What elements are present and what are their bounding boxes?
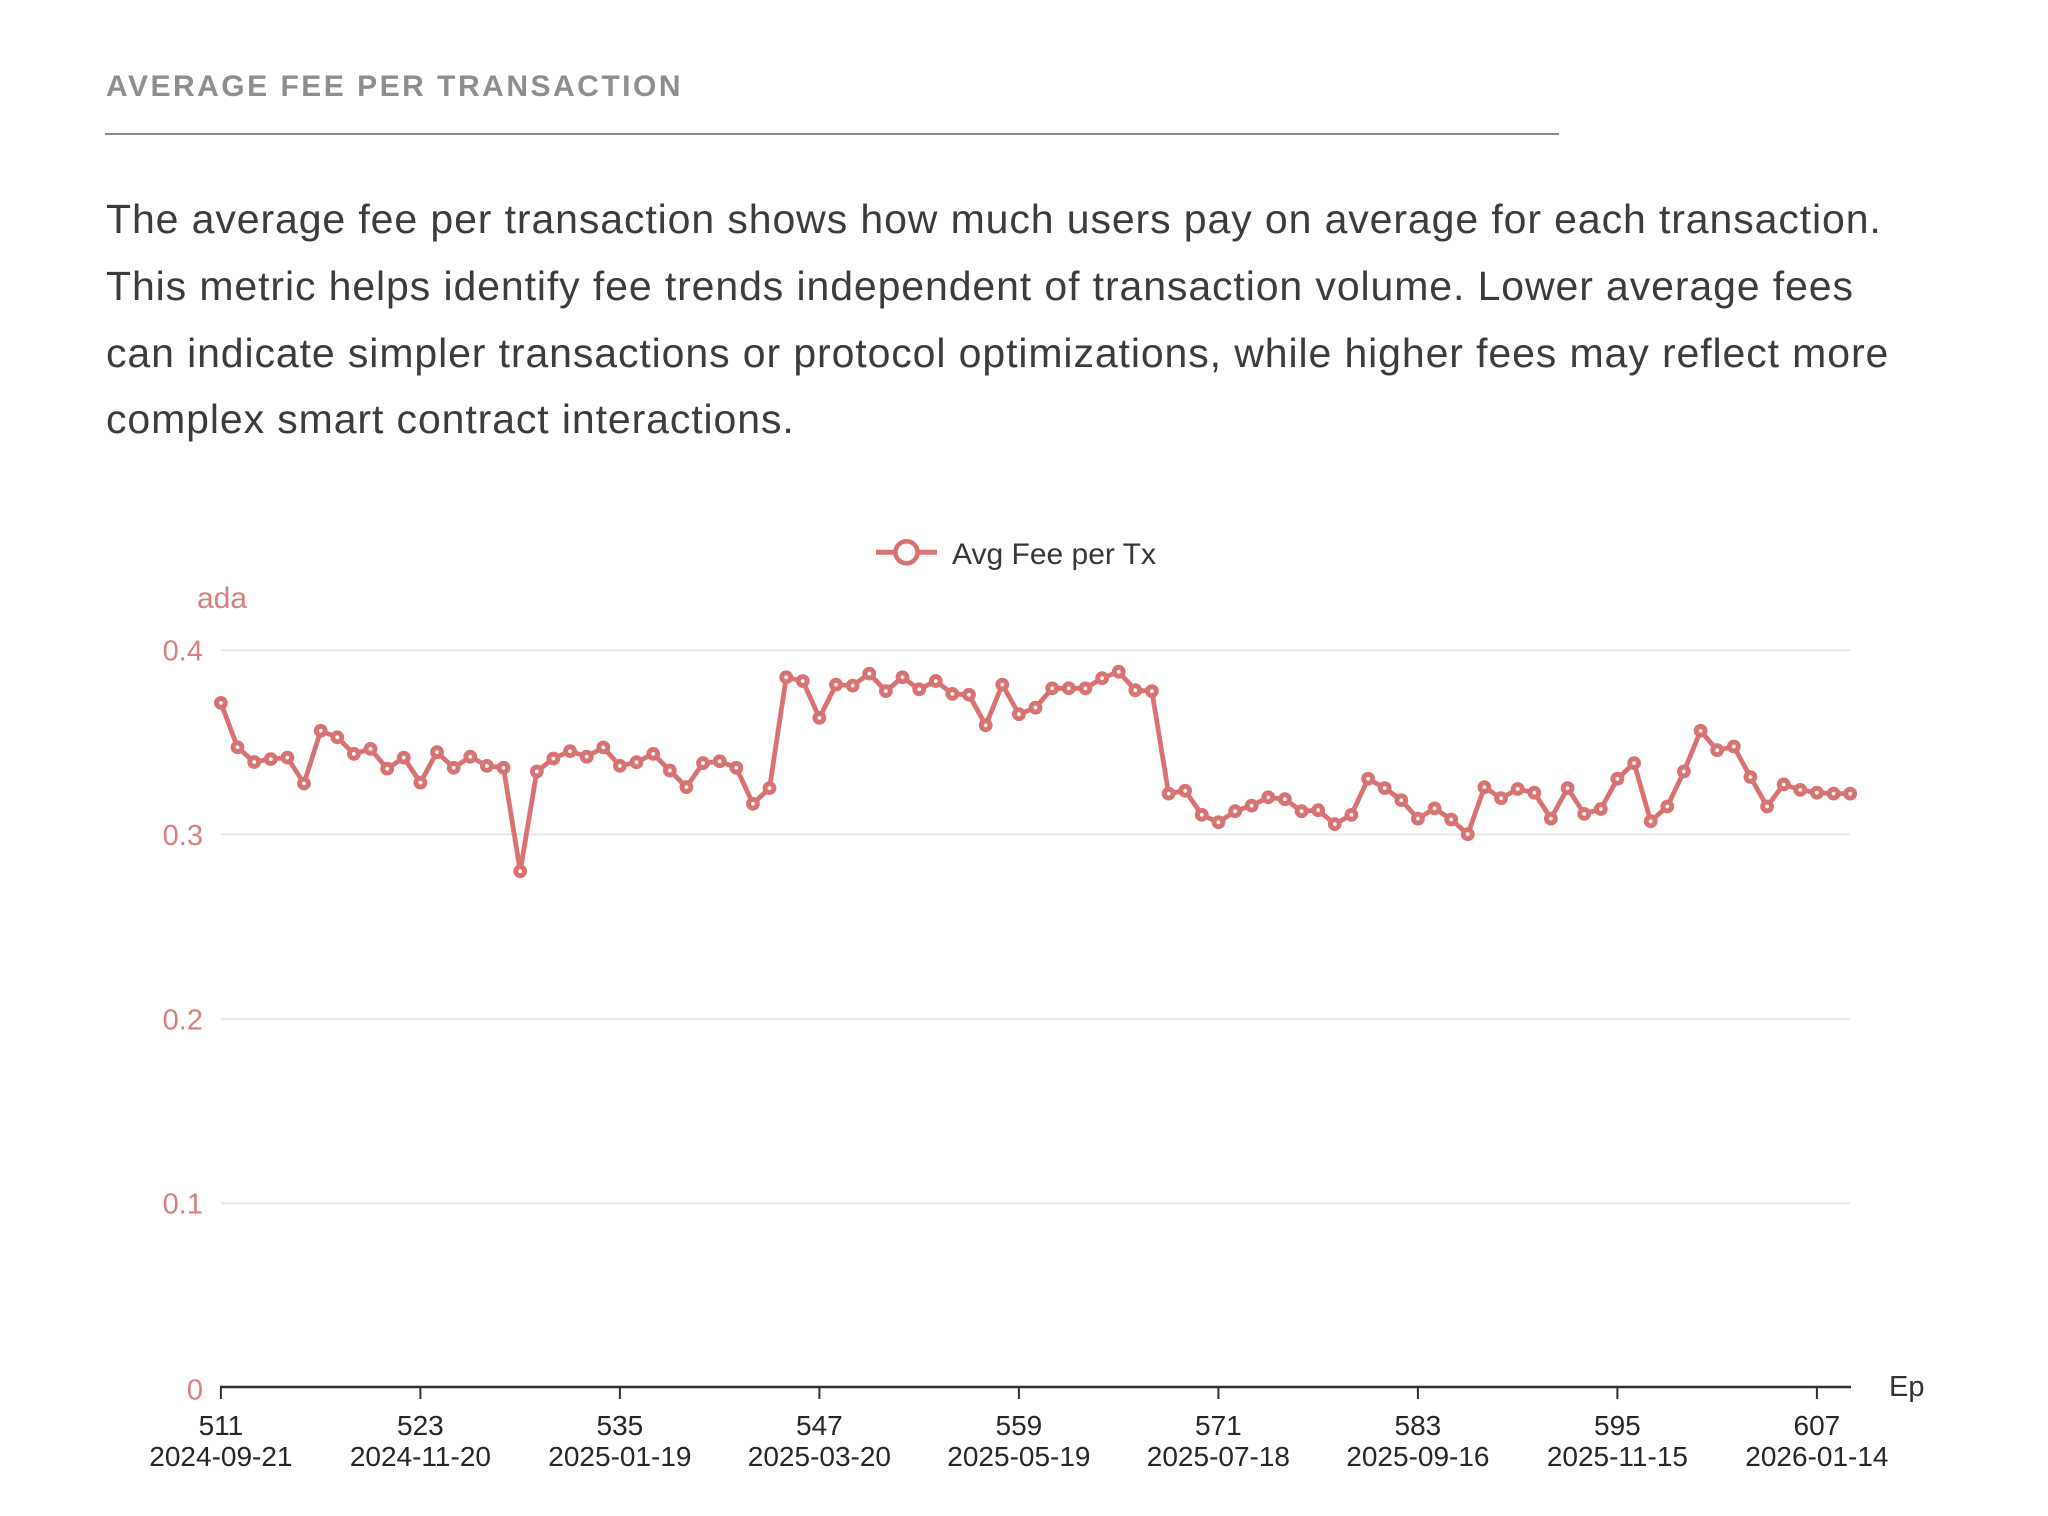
svg-text:2025-01-19: 2025-01-19: [548, 1441, 691, 1472]
svg-text:2025-03-20: 2025-03-20: [748, 1441, 891, 1472]
svg-text:523: 523: [397, 1410, 444, 1441]
svg-text:511: 511: [199, 1410, 244, 1441]
svg-text:571: 571: [1195, 1410, 1242, 1441]
svg-text:535: 535: [597, 1410, 644, 1441]
svg-text:0.4: 0.4: [163, 636, 203, 668]
svg-text:2025-09-16: 2025-09-16: [1346, 1441, 1489, 1472]
svg-text:2025-07-18: 2025-07-18: [1147, 1441, 1290, 1472]
svg-text:547: 547: [796, 1410, 843, 1441]
svg-text:2025-05-19: 2025-05-19: [947, 1441, 1090, 1472]
svg-text:2024-09-21: 2024-09-21: [149, 1441, 292, 1472]
svg-text:583: 583: [1395, 1410, 1442, 1441]
svg-text:595: 595: [1594, 1410, 1641, 1441]
svg-text:2024-11-20: 2024-11-20: [350, 1441, 491, 1472]
svg-text:607: 607: [1794, 1410, 1841, 1441]
svg-text:559: 559: [996, 1410, 1043, 1441]
svg-text:0.3: 0.3: [163, 820, 203, 852]
svg-text:Ep: Ep: [1889, 1371, 1924, 1403]
svg-text:0: 0: [187, 1375, 203, 1407]
svg-text:ada: ada: [197, 582, 247, 615]
svg-text:0.1: 0.1: [163, 1189, 203, 1221]
svg-text:2026-01-14: 2026-01-14: [1745, 1441, 1888, 1472]
svg-text:2025-11-15: 2025-11-15: [1547, 1441, 1688, 1472]
svg-text:Avg Fee per Tx: Avg Fee per Tx: [952, 538, 1156, 571]
svg-text:0.2: 0.2: [163, 1005, 203, 1037]
